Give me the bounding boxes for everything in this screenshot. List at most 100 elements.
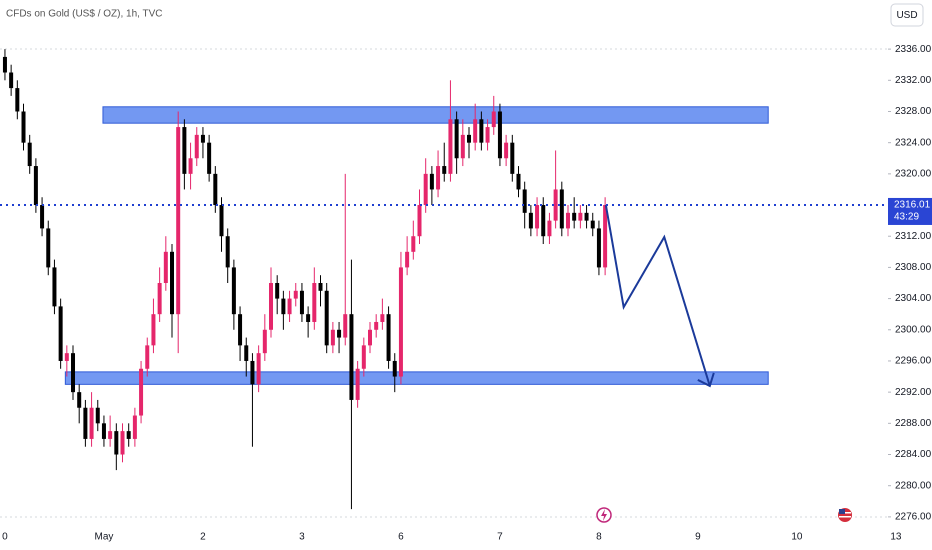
candle-body (200, 134, 205, 143)
candle-body (256, 353, 261, 385)
candle-body (504, 142, 509, 159)
y-tick-label: 2320.00 (895, 168, 932, 179)
candle-body (596, 228, 601, 268)
candle-body (151, 314, 156, 346)
candle-body (194, 134, 199, 159)
candle-body (145, 345, 150, 369)
candle-body (157, 282, 162, 315)
candle-body (411, 236, 416, 252)
candle-body (306, 314, 311, 322)
candle-body (547, 220, 552, 237)
candle-body (213, 173, 218, 206)
candle-body (108, 431, 113, 439)
candle-body (603, 205, 608, 268)
candle-body (553, 189, 558, 221)
candle-body (83, 407, 88, 439)
candle-body (578, 212, 583, 221)
candle-body (343, 314, 348, 338)
y-tick-label: 2336.00 (895, 44, 932, 55)
x-tick-label: 0 (2, 532, 8, 543)
candle-body (244, 345, 249, 361)
candle-body (386, 314, 391, 361)
projection-path (604, 204, 711, 387)
candle-body (250, 360, 255, 385)
currency-label: USD (896, 10, 917, 21)
candle-body (219, 205, 224, 237)
candle-body (510, 142, 515, 174)
candle-body (528, 212, 533, 229)
y-tick-label: 2312.00 (895, 231, 932, 242)
y-tick-label: 2328.00 (895, 106, 932, 117)
x-tick-label: 9 (695, 532, 701, 543)
x-tick-label: 6 (398, 532, 404, 543)
x-tick-label: May (94, 532, 113, 543)
candle-body (417, 205, 422, 237)
projection-arrowhead (697, 372, 715, 388)
candle-body (479, 119, 484, 143)
y-tick-label: 2280.00 (895, 480, 932, 491)
candle-body (565, 212, 570, 229)
candle-body (95, 407, 100, 424)
candle-body (337, 329, 342, 338)
candle-body (89, 407, 94, 439)
candle-body (299, 290, 304, 315)
candle-body (71, 353, 76, 393)
candle-body (188, 158, 193, 174)
candle-body (349, 314, 354, 400)
candle-body (423, 173, 428, 206)
candle-body (584, 212, 589, 221)
candle-body (207, 142, 212, 174)
y-tick-label: 2332.00 (895, 75, 932, 86)
x-tick-label: 7 (497, 532, 503, 543)
candle-body (2, 56, 7, 73)
candle-body (287, 298, 292, 315)
candle-body (448, 119, 453, 174)
candle-body (58, 306, 63, 361)
countdown-label: 43:29 (894, 212, 919, 223)
candle-body (163, 251, 168, 283)
y-tick-label: 2284.00 (895, 449, 932, 460)
candle-body (355, 368, 360, 400)
candle-body (21, 111, 26, 143)
candle-body (9, 72, 14, 89)
candle-body (460, 134, 465, 159)
x-tick-label: 10 (791, 532, 803, 543)
candle-body (176, 127, 181, 315)
candle-body (398, 267, 403, 377)
currency-button[interactable] (890, 3, 924, 27)
candle-body (132, 415, 137, 439)
candle-body (436, 166, 441, 190)
candle-body (64, 353, 69, 361)
candle-body (324, 290, 329, 346)
candle-body (392, 360, 397, 377)
candle-body (535, 205, 540, 229)
candle-body (491, 111, 496, 128)
candle-body (590, 220, 595, 229)
candle-body (139, 368, 144, 416)
candle-body (262, 329, 267, 354)
candle-body (126, 431, 131, 439)
candle-body (27, 142, 32, 167)
zone (64, 371, 769, 385)
candle-body (541, 205, 546, 237)
candle-body (473, 119, 478, 143)
candle-body (312, 282, 317, 322)
y-tick-label: 2304.00 (895, 293, 932, 304)
candle-body (572, 212, 577, 221)
candle-body (405, 251, 410, 268)
candle-body (559, 189, 564, 229)
candle-body (238, 314, 243, 346)
flag-icon (838, 508, 852, 522)
candle-body (516, 173, 521, 190)
candle-body (225, 236, 230, 268)
candle-body (318, 282, 323, 291)
plot (2, 49, 769, 510)
x-tick-label: 8 (596, 532, 602, 543)
y-tick-label: 2324.00 (895, 137, 932, 148)
candle-body (293, 290, 298, 299)
candle-body (15, 88, 20, 112)
candle-body (46, 228, 51, 268)
candle-body (442, 166, 447, 174)
